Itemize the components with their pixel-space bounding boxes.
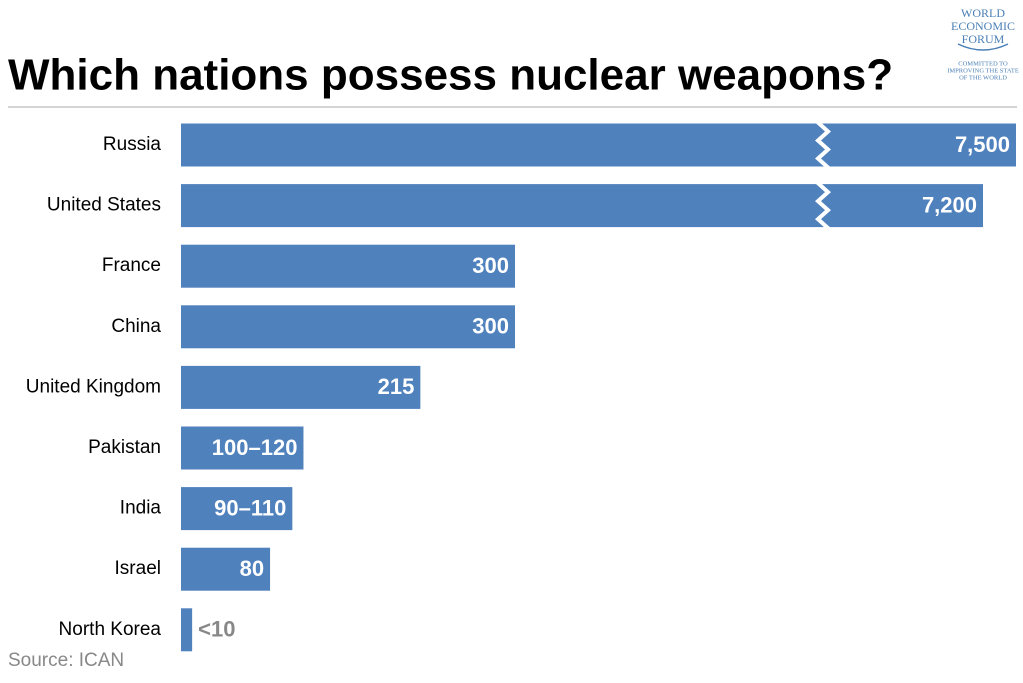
- logo-text: WORLD: [961, 6, 1005, 20]
- category-label: United Kingdom: [26, 376, 161, 397]
- category-label: Russia: [103, 134, 162, 155]
- bar: [181, 426, 304, 470]
- bar: [181, 305, 515, 349]
- value-label: 100–120: [212, 435, 298, 460]
- logo-text: ECONOMIC: [951, 19, 1015, 33]
- value-label: 300: [472, 253, 509, 278]
- value-label: 215: [378, 374, 415, 399]
- source: Source: ICAN: [8, 650, 124, 671]
- logo-text: OF THE WORLD: [959, 74, 1007, 81]
- category-label: France: [102, 255, 161, 276]
- bar: [181, 365, 421, 409]
- value-label: 90–110: [214, 495, 286, 520]
- logo-arc: [957, 43, 1009, 51]
- logo-text: COMMITTED TO: [958, 60, 1008, 67]
- bar: [181, 547, 271, 591]
- axis-break: [815, 122, 831, 168]
- category-label: Israel: [115, 558, 161, 579]
- category-label: India: [120, 498, 162, 519]
- chart-title: Which nations possess nuclear weapons?: [8, 51, 893, 100]
- logo: WORLD ECONOMIC FORUM COMMITTED TO IMPROV…: [947, 6, 1019, 82]
- category-label: North Korea: [59, 619, 162, 640]
- bar: [181, 608, 193, 652]
- logo-text: IMPROVING THE STATE: [947, 67, 1019, 74]
- axis-break: [815, 183, 831, 229]
- bar: [181, 244, 515, 288]
- logo-text: FORUM: [962, 32, 1005, 46]
- value-label: 7,200: [922, 192, 977, 217]
- category-label: United States: [47, 195, 161, 216]
- bar: [181, 184, 983, 228]
- bar: [181, 487, 293, 531]
- value-label: <10: [198, 617, 235, 642]
- value-label: 80: [240, 556, 264, 581]
- bar: [181, 123, 1016, 167]
- value-label: 7,500: [955, 132, 1010, 157]
- category-label: China: [111, 316, 161, 337]
- category-label: Pakistan: [88, 437, 161, 458]
- value-label: 300: [472, 314, 509, 339]
